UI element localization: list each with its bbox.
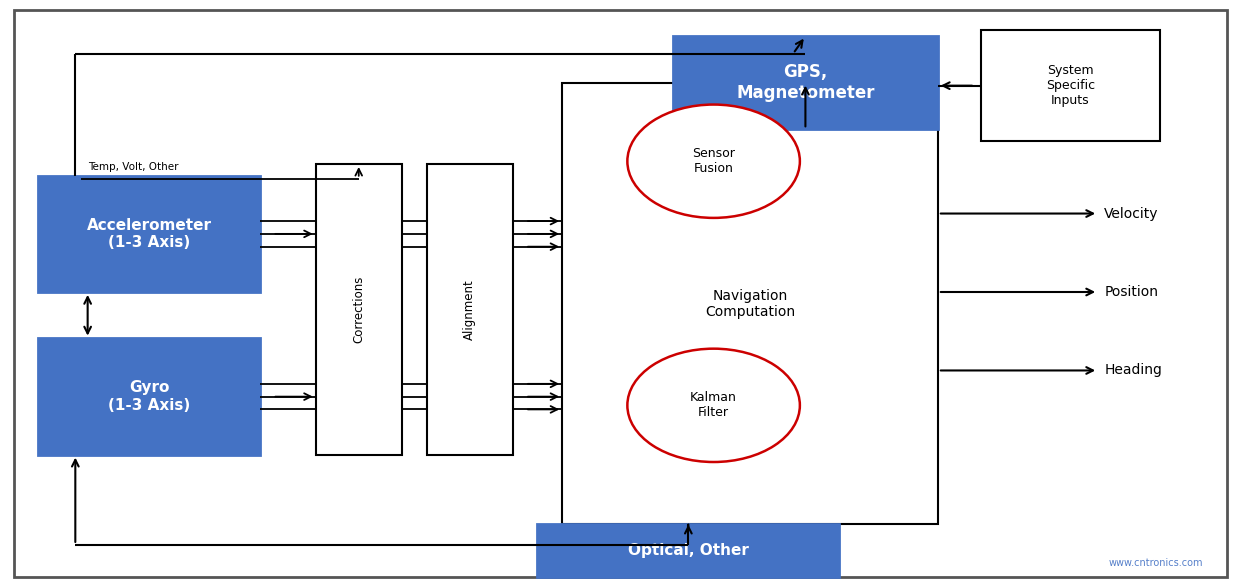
Ellipse shape (627, 105, 800, 218)
Text: Navigation
Computation: Navigation Computation (705, 288, 795, 319)
FancyBboxPatch shape (537, 524, 840, 577)
FancyBboxPatch shape (38, 339, 261, 455)
Text: Velocity: Velocity (1104, 207, 1158, 221)
FancyBboxPatch shape (981, 30, 1160, 141)
Text: Corrections: Corrections (352, 276, 366, 343)
Text: System
Specific
Inputs: System Specific Inputs (1046, 64, 1095, 107)
Text: Gyro
(1-3 Axis): Gyro (1-3 Axis) (109, 380, 190, 413)
FancyBboxPatch shape (38, 176, 261, 292)
Text: Accelerometer
(1-3 Axis): Accelerometer (1-3 Axis) (86, 218, 211, 250)
Text: Temp, Volt, Other: Temp, Volt, Other (88, 162, 178, 172)
Text: www.cntronics.com: www.cntronics.com (1108, 558, 1203, 568)
Text: GPS,
Magnetometer: GPS, Magnetometer (736, 63, 874, 102)
FancyBboxPatch shape (316, 164, 401, 455)
FancyBboxPatch shape (673, 36, 937, 129)
Text: Position: Position (1104, 285, 1158, 299)
Text: Heading: Heading (1104, 363, 1162, 377)
Text: Alignment: Alignment (463, 279, 477, 340)
Ellipse shape (627, 349, 800, 462)
FancyBboxPatch shape (14, 10, 1228, 577)
Text: Optical, Other: Optical, Other (627, 543, 748, 558)
FancyBboxPatch shape (562, 83, 937, 524)
FancyBboxPatch shape (426, 164, 513, 455)
Text: Sensor
Fusion: Sensor Fusion (692, 147, 735, 175)
Text: Kalman
Filter: Kalman Filter (690, 391, 737, 419)
